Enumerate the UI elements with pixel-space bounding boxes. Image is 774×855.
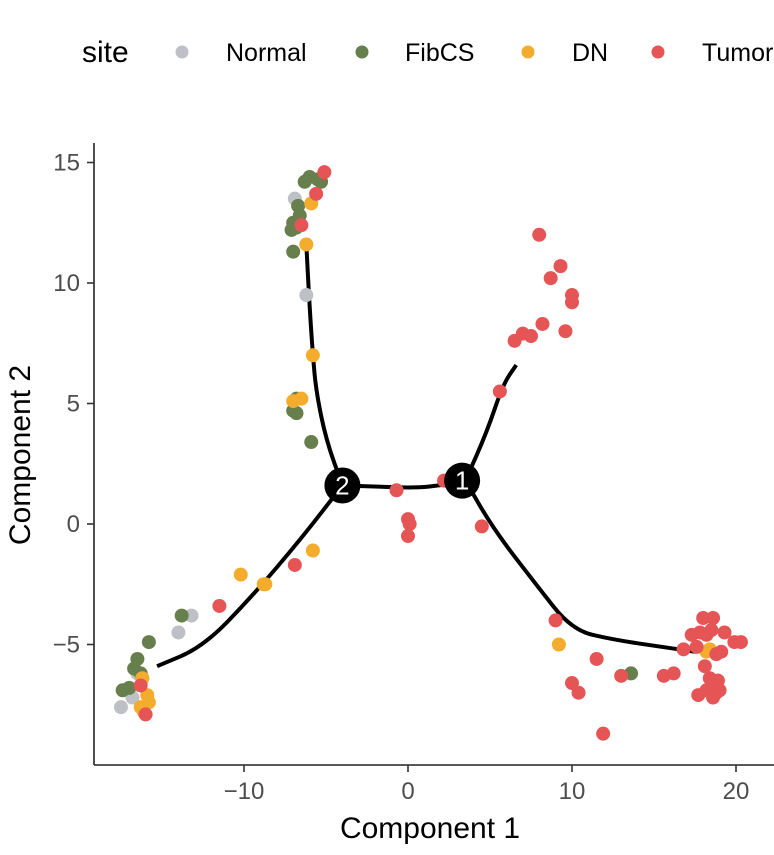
point-tumor bbox=[614, 668, 629, 683]
point-tumor bbox=[712, 683, 727, 698]
point-dn bbox=[256, 577, 271, 592]
point-dn bbox=[551, 637, 566, 652]
legend-key-normal bbox=[175, 45, 189, 59]
point-tumor bbox=[138, 707, 153, 722]
point-tumor bbox=[532, 227, 547, 242]
point-tumor bbox=[676, 642, 691, 657]
point-tumor bbox=[133, 678, 148, 693]
trajectory-branch-lower-right bbox=[463, 479, 696, 654]
point-tumor bbox=[543, 271, 558, 286]
y-tick-label: 5 bbox=[67, 391, 80, 418]
point-tumor bbox=[402, 517, 417, 531]
y-tick-label: 15 bbox=[53, 150, 80, 177]
point-tumor bbox=[474, 519, 489, 534]
point-tumor bbox=[696, 610, 711, 625]
legend-key-fibcs bbox=[355, 45, 369, 59]
point-tumor bbox=[565, 295, 579, 310]
y-tick-label: 0 bbox=[67, 511, 80, 538]
y-axis-title: Component 2 bbox=[4, 365, 37, 545]
trajectory-branch-top bbox=[304, 244, 345, 487]
y-tick-label: 10 bbox=[53, 270, 80, 297]
branch-node-1 bbox=[444, 462, 481, 499]
point-tumor bbox=[733, 635, 748, 650]
point-tumor bbox=[294, 218, 309, 233]
point-tumor bbox=[401, 529, 415, 544]
legend-label-fibcs: FibCS bbox=[405, 39, 474, 67]
point-tumor bbox=[689, 639, 704, 654]
x-tick-label: 0 bbox=[401, 778, 414, 805]
point-tumor bbox=[589, 651, 604, 666]
point-dn bbox=[305, 348, 320, 363]
x-tick-label: 10 bbox=[559, 778, 586, 805]
x-axis-ticks: −10 0 10 20 bbox=[224, 765, 750, 805]
trajectory-branch-left bbox=[156, 484, 344, 669]
point-fibcs bbox=[289, 406, 304, 421]
point-normal bbox=[171, 625, 186, 640]
data-points bbox=[114, 165, 748, 741]
point-tumor bbox=[596, 726, 611, 741]
point-tumor bbox=[691, 688, 706, 703]
legend-title: site bbox=[82, 36, 129, 69]
point-tumor bbox=[389, 483, 404, 498]
point-normal bbox=[184, 608, 199, 623]
point-dn bbox=[299, 237, 314, 252]
point-fibcs bbox=[115, 683, 130, 698]
point-fibcs bbox=[141, 635, 156, 650]
legend-label-dn: DN bbox=[572, 39, 608, 67]
point-normal bbox=[299, 288, 314, 303]
point-fibcs bbox=[286, 244, 301, 259]
point-tumor bbox=[706, 610, 721, 625]
point-tumor bbox=[309, 186, 324, 201]
x-tick-label: −10 bbox=[224, 778, 265, 805]
point-fibcs bbox=[174, 608, 189, 623]
y-axis-ticks: −5 0 5 10 15 bbox=[53, 150, 94, 659]
legend-key-dn bbox=[521, 45, 535, 59]
legend-label-tumor: Tumor bbox=[702, 39, 773, 67]
x-tick-label: 20 bbox=[723, 778, 750, 805]
point-tumor bbox=[535, 316, 550, 331]
point-fibcs bbox=[304, 435, 319, 450]
point-tumor bbox=[524, 329, 538, 344]
point-tumor bbox=[717, 625, 732, 640]
legend: site Normal FibCS DN Tumor bbox=[82, 36, 773, 69]
point-tumor bbox=[287, 557, 302, 572]
point-normal bbox=[114, 700, 128, 715]
point-tumor bbox=[212, 598, 227, 613]
trajectory-lines bbox=[156, 244, 696, 669]
point-fibcs bbox=[297, 174, 312, 189]
point-tumor bbox=[714, 644, 729, 659]
point-dn bbox=[305, 543, 320, 558]
point-tumor bbox=[697, 659, 712, 674]
point-tumor bbox=[317, 165, 332, 180]
branch-node-label: 2 bbox=[335, 470, 349, 500]
point-tumor bbox=[548, 613, 563, 628]
point-dn bbox=[233, 567, 248, 582]
point-tumor bbox=[558, 324, 573, 339]
y-tick-label: −5 bbox=[53, 632, 80, 659]
legend-label-normal: Normal bbox=[226, 39, 307, 67]
point-tumor bbox=[666, 666, 681, 681]
point-tumor bbox=[704, 623, 719, 638]
branch-node-label: 1 bbox=[455, 466, 469, 496]
point-tumor bbox=[571, 685, 586, 700]
x-axis-title: Component 1 bbox=[340, 812, 520, 845]
trajectory-branch-upper-right bbox=[463, 363, 518, 482]
branch-node-2 bbox=[324, 467, 361, 504]
legend-key-tumor bbox=[651, 45, 665, 59]
point-tumor bbox=[492, 384, 507, 399]
point-tumor bbox=[553, 259, 568, 274]
point-dn bbox=[286, 394, 301, 409]
